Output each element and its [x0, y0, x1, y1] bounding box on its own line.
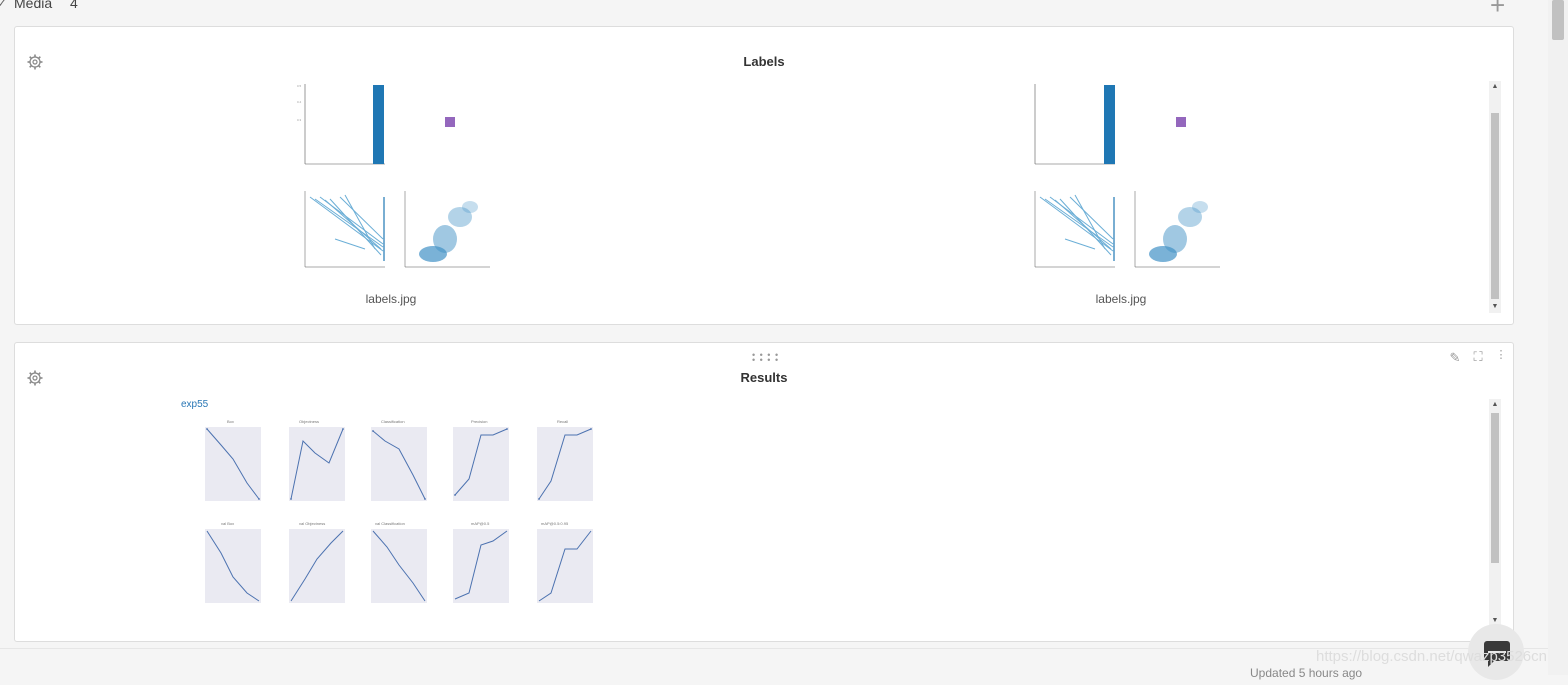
- panel-title: Results: [740, 370, 788, 385]
- svg-text:0.4: 0.4: [297, 100, 302, 104]
- scroll-up-arrow-icon[interactable]: ▲: [1491, 83, 1499, 90]
- results-panel: • • • • • • • • ✎ ⛶ ⋮ Results exp55: [14, 342, 1514, 642]
- svg-text:Recall: Recall: [557, 419, 568, 424]
- gear-icon[interactable]: [27, 54, 43, 70]
- panel-title: Labels: [743, 54, 785, 69]
- gear-icon[interactable]: [27, 370, 43, 386]
- drag-handle-icon[interactable]: • • • • • • • •: [752, 350, 780, 365]
- svg-text:val Classification: val Classification: [375, 521, 405, 526]
- labels-image[interactable]: [1015, 79, 1225, 284]
- svg-text:val Objectness: val Objectness: [299, 521, 325, 526]
- scroll-down-arrow-icon[interactable]: ▼: [1491, 303, 1499, 310]
- panel-scrollbar[interactable]: ▲ ▼: [1489, 399, 1501, 627]
- footer-divider: [0, 648, 1548, 649]
- svg-text:mAP@0.5: mAP@0.5: [471, 521, 490, 526]
- updated-timestamp: Updated 5 hours ago: [1250, 666, 1363, 680]
- section-count: 4: [70, 0, 78, 11]
- labels-panel: Labels 0.5 0.4 0.3 labels.jpg: [14, 26, 1514, 325]
- svg-text:Precision: Precision: [471, 419, 487, 424]
- labels-image[interactable]: 0.5 0.4 0.3: [285, 79, 495, 284]
- edit-icon[interactable]: ✎: [1449, 350, 1461, 365]
- svg-text:Objectness: Objectness: [299, 419, 319, 424]
- svg-text:0.5: 0.5: [297, 84, 302, 88]
- image-caption: labels.jpg: [365, 292, 417, 306]
- svg-text:Box: Box: [227, 419, 234, 424]
- image-caption: labels.jpg: [1095, 292, 1147, 306]
- scrollbar-thumb[interactable]: [1491, 413, 1499, 563]
- panel-scrollbar[interactable]: ▲ ▼: [1489, 81, 1501, 313]
- watermark: https://blog.csdn.net/qwazp3526cn: [1316, 648, 1547, 665]
- page-scrollbar[interactable]: [1548, 0, 1568, 675]
- chat-icon: [1484, 641, 1510, 667]
- run-name-link[interactable]: exp55: [181, 399, 209, 410]
- chevron-down-icon[interactable]: ✓: [0, 0, 8, 10]
- svg-text:val Box: val Box: [221, 521, 234, 526]
- section-title[interactable]: Media: [14, 0, 53, 11]
- svg-text:mAP@0.5:0.95: mAP@0.5:0.95: [541, 521, 569, 526]
- scroll-down-arrow-icon[interactable]: ▼: [1491, 617, 1499, 624]
- scroll-up-arrow-icon[interactable]: ▲: [1491, 401, 1499, 408]
- more-options-icon[interactable]: ⋮: [1495, 349, 1507, 361]
- chat-button[interactable]: [1468, 624, 1524, 680]
- scrollbar-thumb[interactable]: [1491, 113, 1499, 299]
- media-section-header: ✓ Media 4 +: [0, 0, 1548, 20]
- svg-text:Classification: Classification: [381, 419, 405, 424]
- page-scrollbar-thumb[interactable]: [1552, 0, 1564, 40]
- results-image[interactable]: Box Objectness Classification Precision Re…: [181, 413, 601, 633]
- svg-text:0.3: 0.3: [297, 118, 302, 122]
- fullscreen-icon[interactable]: ⛶: [1473, 349, 1483, 364]
- add-panel-icon[interactable]: +: [1490, 0, 1506, 20]
